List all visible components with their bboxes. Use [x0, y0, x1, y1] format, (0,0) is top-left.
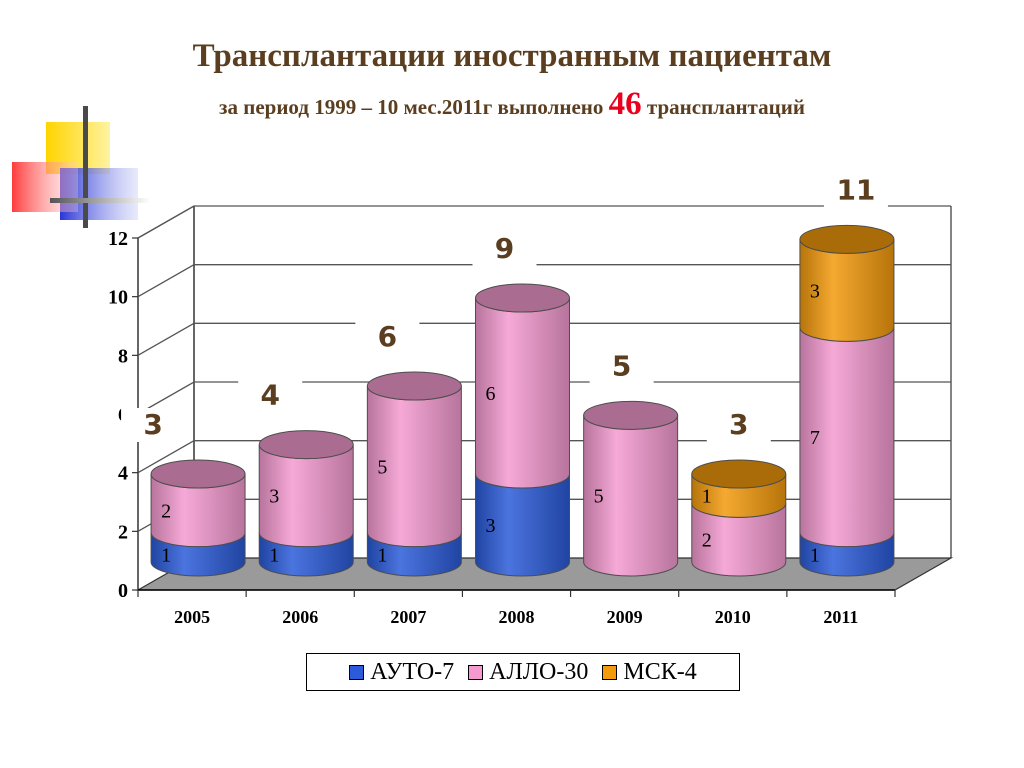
- data-label: 1: [810, 544, 820, 566]
- bar-cap: [366, 371, 462, 401]
- data-label: 5: [594, 486, 604, 508]
- bar-cap: [475, 283, 570, 313]
- total-label: 9: [495, 232, 514, 265]
- x-tick-label: 2010: [715, 607, 751, 627]
- legend-label: МСК-4: [623, 658, 697, 685]
- legend-item: МСК-4: [602, 658, 697, 686]
- data-label: 1: [269, 544, 279, 566]
- decorative-squares: [12, 106, 150, 228]
- x-tick-label: 2011: [823, 607, 858, 627]
- data-label: 3: [269, 486, 279, 508]
- y-axis-ticks: 024681012: [108, 228, 138, 602]
- gridline: [137, 322, 951, 356]
- legend-swatch: [468, 664, 484, 680]
- legend-item: АУТО-7: [349, 659, 454, 686]
- x-tick-label: 2008: [499, 607, 535, 627]
- total-label: 3: [729, 408, 748, 441]
- data-label: 2: [702, 530, 712, 552]
- total-label-bg: [589, 349, 654, 384]
- y-tick-label: 10: [108, 287, 128, 309]
- total-label-bg: [121, 408, 186, 442]
- total-label-bg: [706, 408, 771, 442]
- subtitle-suffix: трансплантаций: [646, 95, 805, 119]
- legend-item: АЛЛО-30: [468, 659, 588, 686]
- total-label-bg: [472, 232, 537, 266]
- bar-group-2010: 2 1 3: [691, 408, 787, 577]
- total-label: 5: [612, 349, 631, 382]
- legend: АУТО-7 АЛЛО-30 МСК-4: [306, 653, 740, 691]
- bar-cap: [150, 459, 246, 489]
- bar-cap: [691, 459, 787, 489]
- data-label: 1: [377, 544, 387, 566]
- subtitle-prefix: за период 1999 – 10 мес.2011г выполнено: [219, 95, 604, 119]
- y-tick-label: 0: [118, 580, 128, 602]
- total-label-bg: [355, 320, 420, 354]
- total-label: 11: [836, 173, 875, 206]
- y-tick-label: 4: [118, 463, 128, 485]
- legend-swatch: [602, 664, 618, 680]
- data-label: 5: [377, 456, 387, 478]
- x-axis-labels: 2005 2006 2007 2008 2009 2010 2011: [137, 590, 896, 627]
- chart-subtitle: за период 1999 – 10 мес.2011г выполнено …: [0, 86, 1024, 123]
- y-tick-label: 8: [118, 345, 128, 367]
- bar-group-2005: 1 2 3: [121, 408, 246, 577]
- data-label: 6: [486, 383, 496, 405]
- bar-cap: [799, 224, 895, 254]
- bar-cap: [258, 430, 354, 460]
- bar-group-2007: 1 5 6: [355, 320, 462, 577]
- bar-group-2006: 1 3 4: [238, 378, 354, 577]
- total-label: 6: [378, 320, 397, 353]
- gridline: [137, 440, 951, 474]
- data-label: 3: [810, 280, 820, 302]
- legend-label: АУТО-7: [370, 658, 455, 685]
- data-label: 3: [486, 515, 496, 537]
- subtitle-count: 46: [608, 86, 642, 122]
- chart-title: Трансплантации иностранным пациентам: [192, 38, 832, 74]
- bar-group-2011: 1 7 3 11: [799, 173, 895, 577]
- data-label: 1: [161, 544, 171, 566]
- total-label-bg: [238, 378, 303, 413]
- total-label: 3: [143, 408, 162, 441]
- x-tick-label: 2005: [174, 607, 210, 627]
- gridline: [137, 264, 951, 298]
- y-tick-label: 12: [108, 228, 128, 250]
- legend-label: АЛЛО-30: [489, 658, 589, 685]
- bar-cap: [583, 400, 679, 430]
- x-tick-label: 2006: [282, 607, 318, 627]
- data-label: 1: [702, 486, 712, 508]
- data-label: 7: [810, 427, 820, 449]
- gridline: [137, 205, 951, 239]
- gridline: [137, 381, 951, 415]
- total-label-bg: [823, 173, 888, 208]
- legend-swatch: [349, 664, 365, 680]
- x-tick-label: 2007: [390, 607, 426, 627]
- y-tick-label: 2: [118, 521, 128, 543]
- x-tick-label: 2009: [607, 607, 643, 627]
- data-label: 2: [161, 500, 171, 522]
- total-label: 4: [260, 379, 279, 412]
- bar-group-2009: 55: [583, 349, 679, 577]
- bar-group-2008: 3 6 9: [472, 232, 570, 577]
